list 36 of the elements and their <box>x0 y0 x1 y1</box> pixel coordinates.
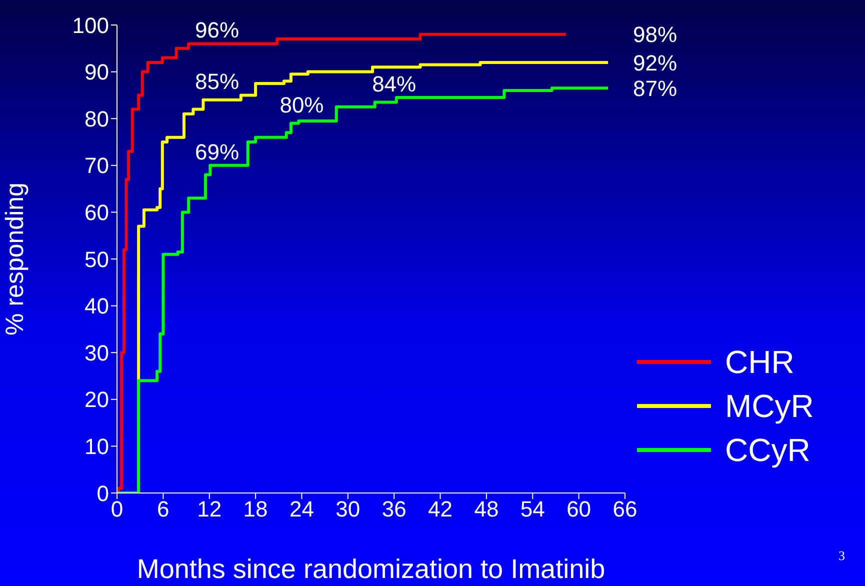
y-tick-label: 10 <box>84 434 109 460</box>
y-tick-label: 50 <box>84 246 109 272</box>
text: 92% <box>633 50 678 76</box>
y-tick-label: 100 <box>72 12 109 38</box>
x-axis-title: Months since randomization to Imatinib <box>136 554 606 584</box>
annotation: 80% <box>280 92 324 118</box>
x-tick-label: 48 <box>474 496 499 522</box>
y-tick-label: 60 <box>84 200 109 226</box>
x-tick-label: 36 <box>382 496 406 522</box>
y-axis-title: % responding <box>0 182 29 336</box>
legend-label: MCyR <box>725 388 814 424</box>
text: 3 <box>838 548 845 564</box>
x-tick-label: 60 <box>566 496 592 522</box>
y-tick-label: 90 <box>84 60 109 85</box>
y-tick-label: 20 <box>84 387 109 412</box>
x-tick-label: 66 <box>612 496 638 522</box>
legend-label: CHR <box>725 344 794 380</box>
y-tick-label: 0 <box>96 480 109 506</box>
y-tick-label: 80 <box>84 106 109 132</box>
text: 87% <box>633 76 678 101</box>
x-tick-label: 12 <box>197 496 222 522</box>
text: 98% <box>633 22 678 48</box>
y-tick-label: 40 <box>84 294 109 319</box>
annotation: 69% <box>195 139 240 164</box>
x-tick-label: 42 <box>428 496 453 522</box>
annotation: 85% <box>195 69 240 94</box>
y-tick-label: 30 <box>84 340 109 366</box>
annotation: 96% <box>195 18 240 43</box>
x-tick-label: 30 <box>336 496 360 522</box>
x-tick-label: 6 <box>157 496 170 522</box>
x-tick-label: 54 <box>520 496 545 522</box>
x-tick-label: 24 <box>289 496 314 522</box>
legend-label: CCyR <box>725 432 810 468</box>
y-tick-label: 70 <box>84 153 109 178</box>
x-tick-label: 18 <box>243 496 268 522</box>
annotation: 84% <box>372 72 416 97</box>
